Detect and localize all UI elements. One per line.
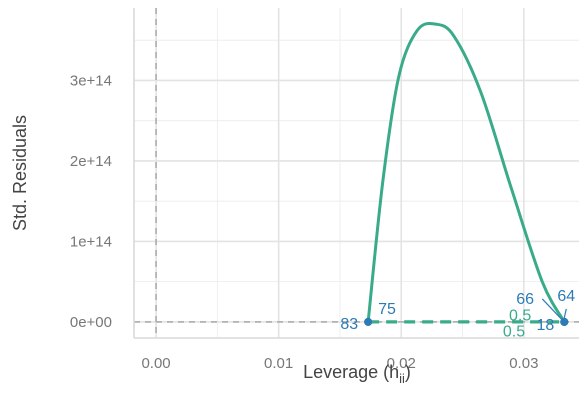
point-label-64: 64 bbox=[557, 288, 575, 305]
reference-lines bbox=[134, 8, 579, 338]
point-label-connector-66 bbox=[541, 298, 562, 320]
smooth-curve-layer bbox=[366, 21, 566, 324]
x-tick-label: 0.03 bbox=[509, 355, 538, 372]
point-66 bbox=[560, 317, 569, 326]
x-axis-title-main: Leverage (h bbox=[303, 362, 399, 382]
point-label-connector-64 bbox=[563, 308, 567, 319]
y-tick-label: 0e+00 bbox=[70, 314, 112, 331]
points-layer bbox=[364, 317, 569, 326]
x-axis-title: Leverage (hii) bbox=[303, 362, 411, 386]
point-label-66: 66 bbox=[516, 291, 534, 308]
y-tick-label: 2e+14 bbox=[70, 153, 112, 170]
x-axis-title-subscript: ii bbox=[399, 371, 405, 386]
y-tick-label: 3e+14 bbox=[70, 72, 112, 89]
smooth-curve bbox=[366, 21, 566, 324]
contour-label-2: 0.5 bbox=[503, 323, 525, 340]
x-tick-label: 0.02 bbox=[387, 355, 416, 372]
x-tick-label: 0.00 bbox=[141, 355, 170, 372]
x-axis-title-close: ) bbox=[405, 362, 411, 382]
y-tick-label: 1e+14 bbox=[70, 233, 112, 250]
point-label-18: 18 bbox=[536, 317, 554, 334]
y-axis-title: Std. Residuals bbox=[10, 115, 30, 231]
point-75 bbox=[364, 317, 373, 326]
point-label-83: 83 bbox=[340, 316, 358, 333]
contour-label-1: 0.5 bbox=[509, 307, 531, 324]
point-label-75: 75 bbox=[378, 301, 396, 318]
x-tick-label: 0.01 bbox=[264, 355, 293, 372]
axes-layer: 0.00 0.01 0.02 0.03 0e+00 1e+14 2e+14 3e+14 bbox=[70, 8, 579, 372]
grid-layer bbox=[134, 8, 579, 338]
